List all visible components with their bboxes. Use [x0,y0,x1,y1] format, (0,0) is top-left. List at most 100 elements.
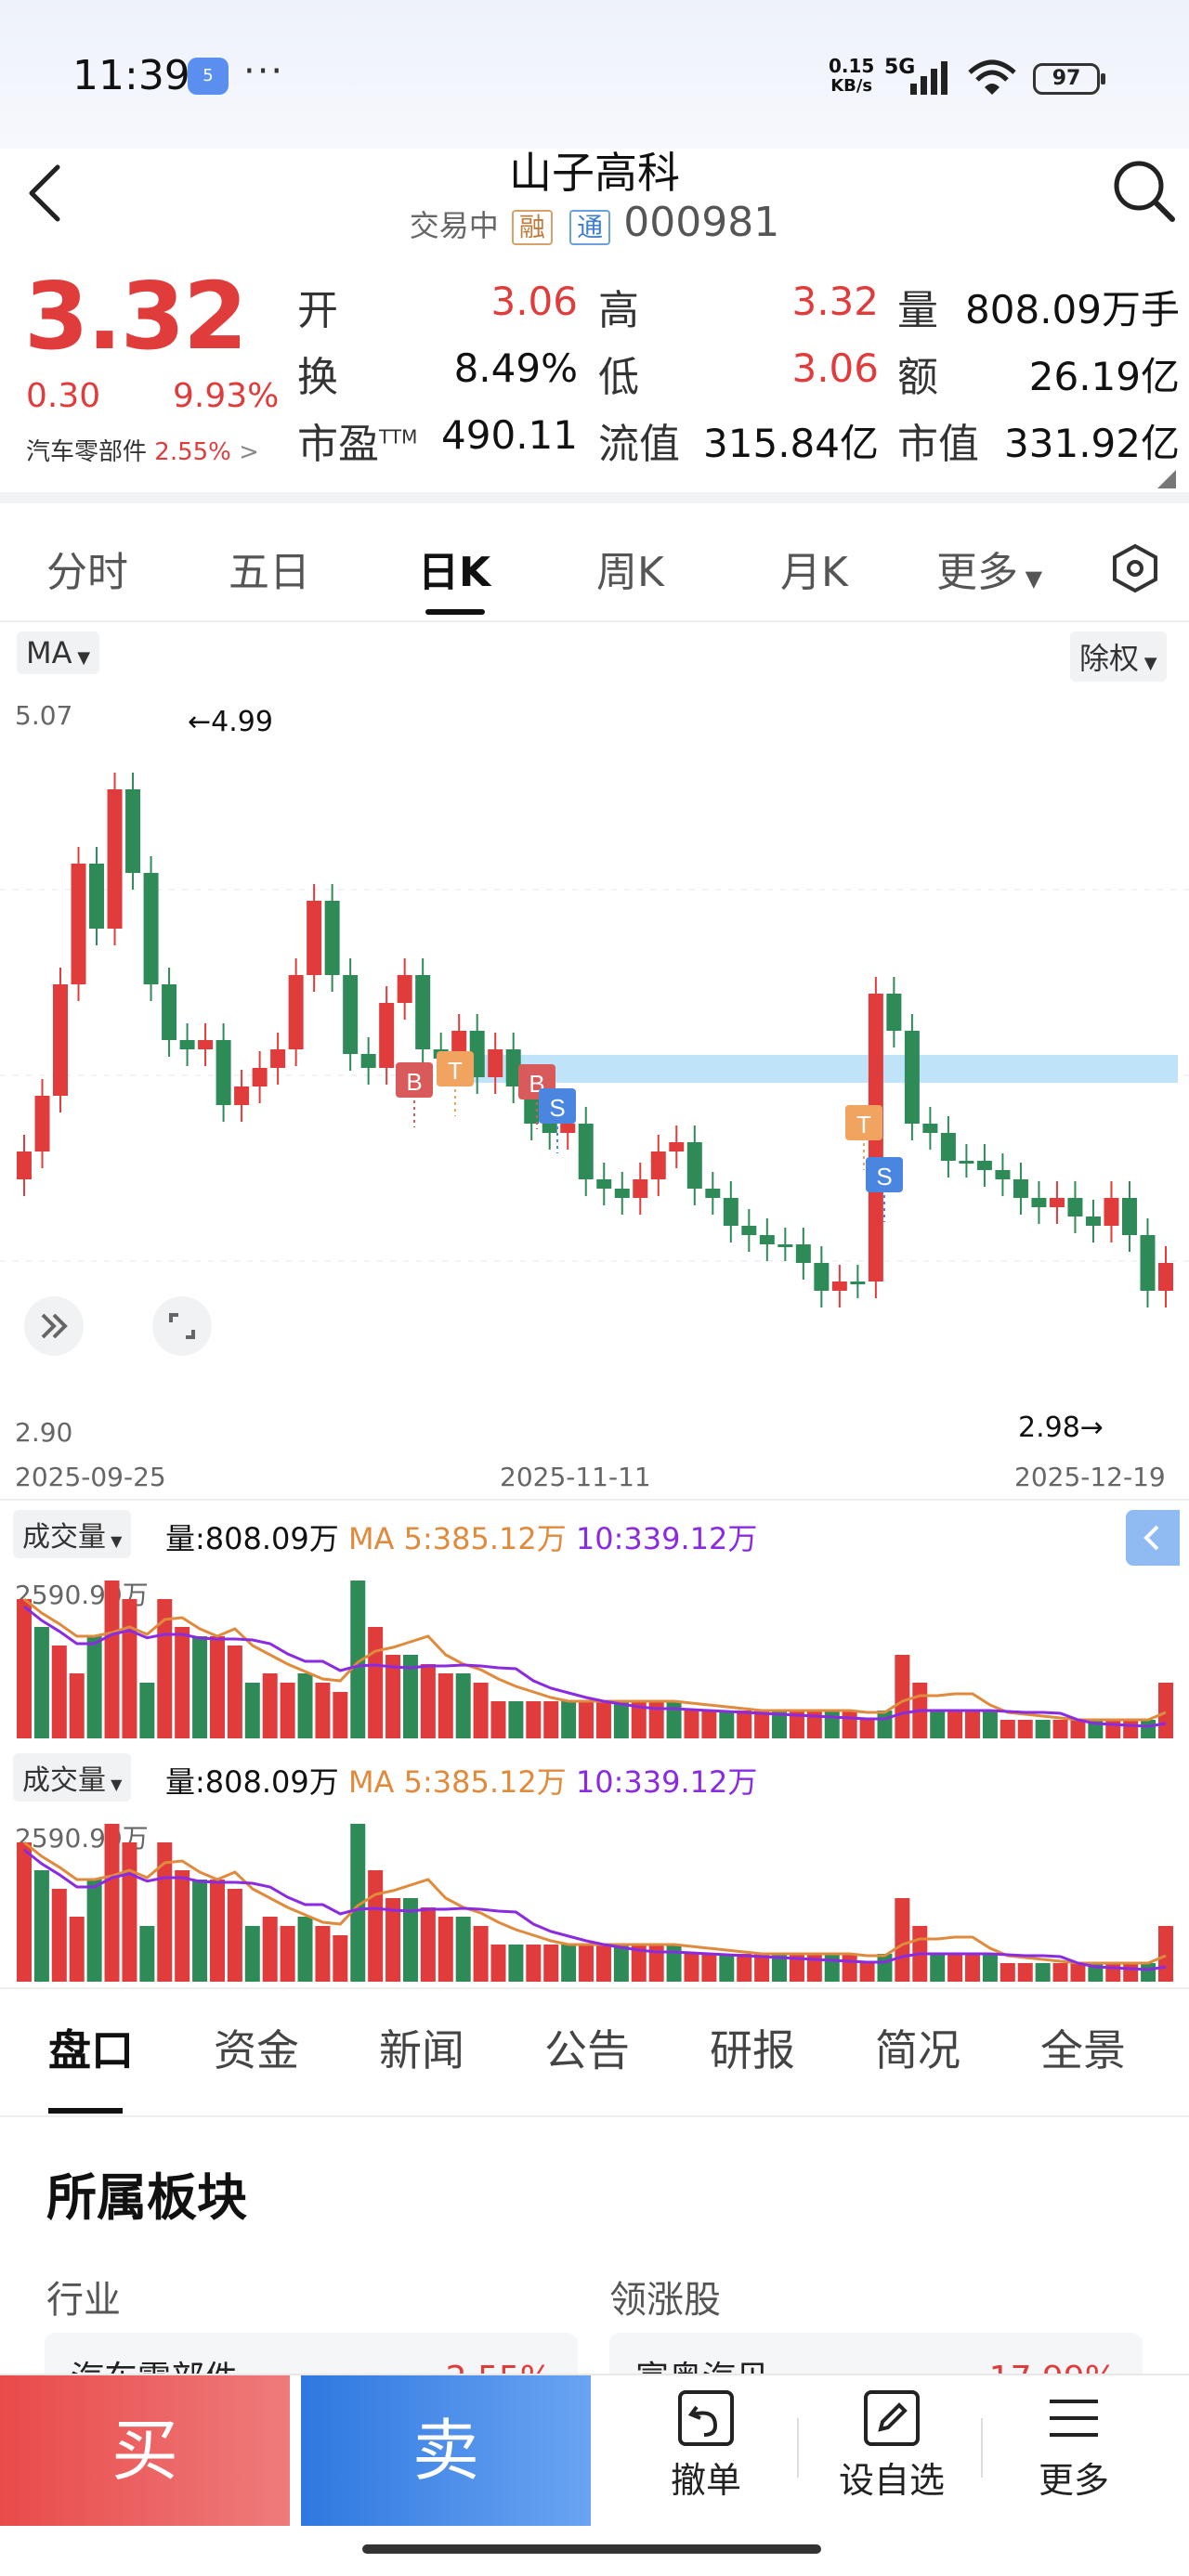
add-watchlist-label: 设自选 [838,2460,945,2501]
volume-chart-1[interactable] [0,1579,1189,1742]
tab-monthly-k[interactable]: 月K [780,549,848,596]
tab-weekly-k[interactable]: 周K [596,549,664,596]
candle [288,975,304,1049]
quote-value-volume: 808.09万手 [965,287,1180,332]
more-button[interactable]: 更多 [1000,2388,1148,2503]
volume-bar [772,1954,788,1982]
section-title: 所属板块 [46,2168,247,2227]
tab-order-book[interactable]: 盘口 [48,2025,134,2075]
volume-bar [122,1599,137,1738]
battery-icon: 97 [1033,63,1105,95]
active-tab-indicator [48,2108,123,2114]
volume-bar [824,1711,840,1738]
cancel-order-button[interactable]: 撤单 [632,2388,780,2503]
volume-bar [227,1889,242,1982]
tab-five-day[interactable]: 五日 [229,549,310,596]
tab-intraday[interactable]: 分时 [46,549,128,596]
back-arrow-icon[interactable] [20,160,76,225]
quote-value-high: 3.32 [791,279,879,324]
volume-indicator-selector[interactable]: 成交量 ▼ [13,1510,132,1558]
volume-ma10-2: 10:339.12万 [575,1764,758,1800]
fullscreen-button[interactable] [152,1296,212,1356]
divider [0,620,1189,622]
volume-bar [508,1945,524,1982]
volume-bar [1070,1720,1086,1738]
adjust-selector[interactable]: 除权 ▼ [1070,631,1167,682]
trading-status: 交易中 [409,208,499,243]
signal-label: B [406,1068,422,1096]
candle [1085,1216,1101,1226]
sell-button[interactable]: 卖 [301,2375,591,2526]
volume-bar [175,1870,190,1982]
candle [650,1151,666,1179]
candle [1158,1263,1173,1291]
volume-bar [613,1945,629,1982]
candle [633,1179,648,1198]
divider [981,2418,983,2478]
sector-link[interactable]: 汽车零部件 2.55% > [26,433,259,467]
volume-bar [438,1673,453,1738]
volume-bar [1000,1720,1015,1738]
volume-indicator-selector-2[interactable]: 成交量 ▼ [13,1753,132,1802]
expand-left-button[interactable] [24,1296,84,1356]
candle [759,1235,775,1244]
volume-bar [1123,1963,1139,1982]
tab-daily-k[interactable]: 日K [418,549,491,596]
volume-bar [508,1701,524,1738]
net-speed: 0.15 KB/s [829,55,875,96]
tab-announcements[interactable]: 公告 [544,2025,630,2075]
volume-bar [719,1954,735,1982]
volume-bar [209,1880,225,1982]
tab-profile[interactable]: 简况 [875,2025,960,2075]
tab-more[interactable]: 更多 ▼ [936,549,1043,596]
tab-overview[interactable]: 全景 [1040,2025,1126,2075]
volume-ma5-line [23,1597,1167,1722]
divider [797,2418,799,2478]
volume-bar [86,1636,102,1738]
candle [379,1003,395,1068]
tab-research[interactable]: 研报 [710,2025,795,2075]
indicator-selector[interactable]: MA ▼ [17,631,100,674]
volume-bar [737,1954,752,1982]
volume-bar [17,1599,32,1738]
volume-bar [139,1683,155,1738]
candle [940,1133,956,1161]
cancel-order-label: 撤单 [670,2460,741,2501]
volume-bar [789,1711,804,1738]
volume-bar [490,1945,506,1982]
quote-value-open: 3.06 [490,279,578,324]
collapse-panel-button[interactable] [1126,1510,1180,1566]
volume-bar [877,1954,893,1982]
volume-bar [772,1711,788,1738]
quote-label-low: 低 [598,354,639,401]
buy-button[interactable]: 买 [0,2375,290,2526]
expand-corner-icon[interactable] [1157,470,1176,488]
volume-legend: 量:808.09万 MA 5:385.12万 10:339.12万 [165,1516,757,1558]
tab-capital[interactable]: 资金 [214,2025,299,2075]
volume-ma10-line [23,1605,1167,1728]
volume-bar [297,1673,313,1738]
volume-ma5-2: MA 5:385.12万 [347,1764,567,1800]
volume-ma5-line [23,1841,1167,1965]
volume-bar [1123,1720,1139,1738]
sector-name: 汽车零部件 [26,438,148,466]
volume-bar [561,1945,577,1982]
fullscreen-icon [169,1313,195,1339]
settings-hexagon-icon[interactable] [1109,542,1161,594]
active-tab-indicator [425,609,485,615]
volume-bar [69,1673,85,1738]
volume-bar [455,1673,471,1738]
volume-bar [51,1646,67,1738]
add-watchlist-button[interactable]: 设自选 [817,2388,966,2503]
candle [234,1086,250,1105]
tab-news[interactable]: 新闻 [379,2025,464,2075]
divider [0,1499,1189,1501]
candle [216,1040,231,1105]
date-label-mid: 2025-11-11 [500,1462,651,1492]
volume-bar [104,1824,120,1982]
signal-badge [845,1105,882,1140]
quote-label-volume: 量 [897,287,938,334]
search-icon[interactable] [1111,158,1178,225]
volume-chart-2[interactable] [0,1822,1189,1985]
